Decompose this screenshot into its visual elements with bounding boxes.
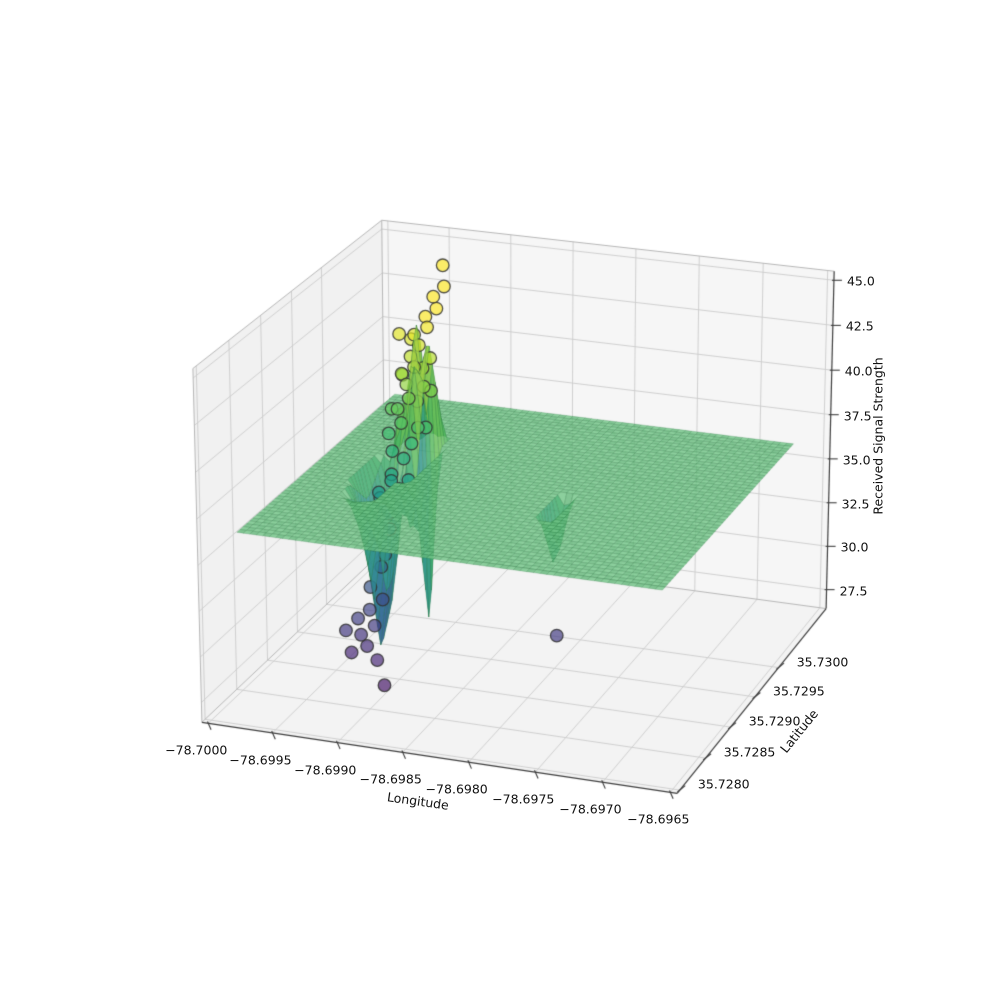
x-tick-label: −78.7000: [165, 742, 228, 758]
x-tick-label: −78.6965: [627, 811, 690, 827]
z-tick-label: 32.5: [841, 496, 870, 512]
y-tick-label: 35.7295: [773, 683, 825, 699]
z-tick-label: 42.5: [845, 318, 874, 334]
y-tick-label: 35.7280: [697, 776, 750, 792]
x-tick-label: −78.6970: [559, 801, 622, 817]
x-tick-label: −78.6985: [359, 771, 422, 787]
x-tick-label: −78.6995: [229, 752, 292, 768]
y-tick-label: 35.7285: [723, 744, 776, 760]
z-tick-label: 40.0: [844, 363, 873, 379]
z-tick-label: 35.0: [842, 452, 871, 468]
z-tick-label: 30.0: [840, 539, 869, 555]
x-tick-label: −78.6980: [425, 781, 488, 797]
x-tick-label: −78.6975: [492, 791, 555, 807]
z-tick-label: 37.5: [843, 408, 872, 424]
z-tick-label: 27.5: [839, 583, 868, 599]
z-tick-label: 45.0: [846, 273, 875, 289]
y-tick-label: 35.7300: [796, 654, 849, 670]
z-axis-label: Received Signal Strength: [870, 357, 886, 515]
x-tick-label: −78.6990: [294, 762, 357, 778]
y-tick-label: 35.7290: [748, 713, 801, 729]
